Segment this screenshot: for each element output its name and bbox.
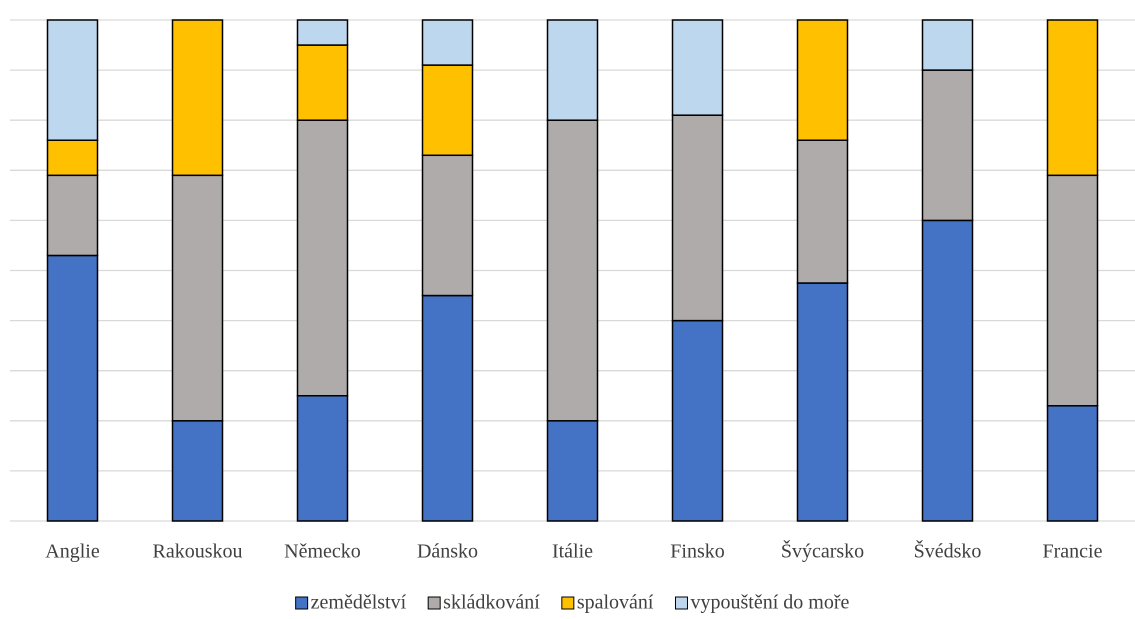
bar-segment	[546, 420, 599, 522]
legend-swatch	[674, 596, 688, 610]
bar-segment	[46, 174, 99, 257]
bar-segment	[546, 119, 599, 422]
bar-segment	[921, 219, 974, 522]
bar-segment	[546, 19, 599, 121]
bar-segment	[421, 19, 474, 66]
bar-segment	[46, 19, 99, 141]
bar-segment	[296, 395, 349, 522]
bar-segment	[46, 254, 99, 522]
x-tick-label: Dánsko	[417, 541, 478, 563]
x-tick-label: Rakouskou	[153, 541, 243, 563]
bar-segment	[296, 44, 349, 121]
legend-label: zemědělství	[311, 592, 407, 614]
bar-segment	[796, 282, 849, 522]
x-tick-label: Francie	[1043, 541, 1103, 563]
bar-segment	[671, 319, 724, 522]
bar-segment	[1046, 405, 1099, 522]
x-tick-label: Německo	[284, 541, 361, 563]
bar-segment	[296, 19, 349, 46]
bar-segment	[171, 19, 224, 177]
bar-segment	[171, 174, 224, 422]
bar-segment	[171, 420, 224, 522]
bar-segment	[921, 69, 974, 222]
bar-segment	[671, 19, 724, 116]
bar-segment	[921, 19, 974, 71]
legend-label: vypouštění do moře	[690, 592, 849, 614]
bar-segment	[421, 154, 474, 297]
bar-segment	[796, 19, 849, 141]
x-tick-label: Anglie	[45, 541, 100, 563]
bar-segment	[296, 119, 349, 397]
legend-label: spalování	[577, 592, 654, 614]
legend-swatch	[427, 596, 441, 610]
x-tick-label: Švédsko	[914, 539, 982, 563]
x-tick-label: Itálie	[552, 541, 593, 563]
legend-swatch	[561, 596, 575, 610]
legend-swatch	[295, 596, 309, 610]
bar-segment	[421, 64, 474, 157]
x-tick-label: Finsko	[670, 541, 724, 563]
bar-segment	[671, 114, 724, 322]
bar-segment	[421, 294, 474, 522]
legend-label: skládkování	[443, 592, 540, 614]
bar-segment	[1046, 19, 1099, 177]
bar-segment	[1046, 174, 1099, 407]
bar-segment	[46, 139, 99, 177]
x-tick-label: Švýcarsko	[781, 539, 864, 563]
bar-segment	[796, 139, 849, 284]
